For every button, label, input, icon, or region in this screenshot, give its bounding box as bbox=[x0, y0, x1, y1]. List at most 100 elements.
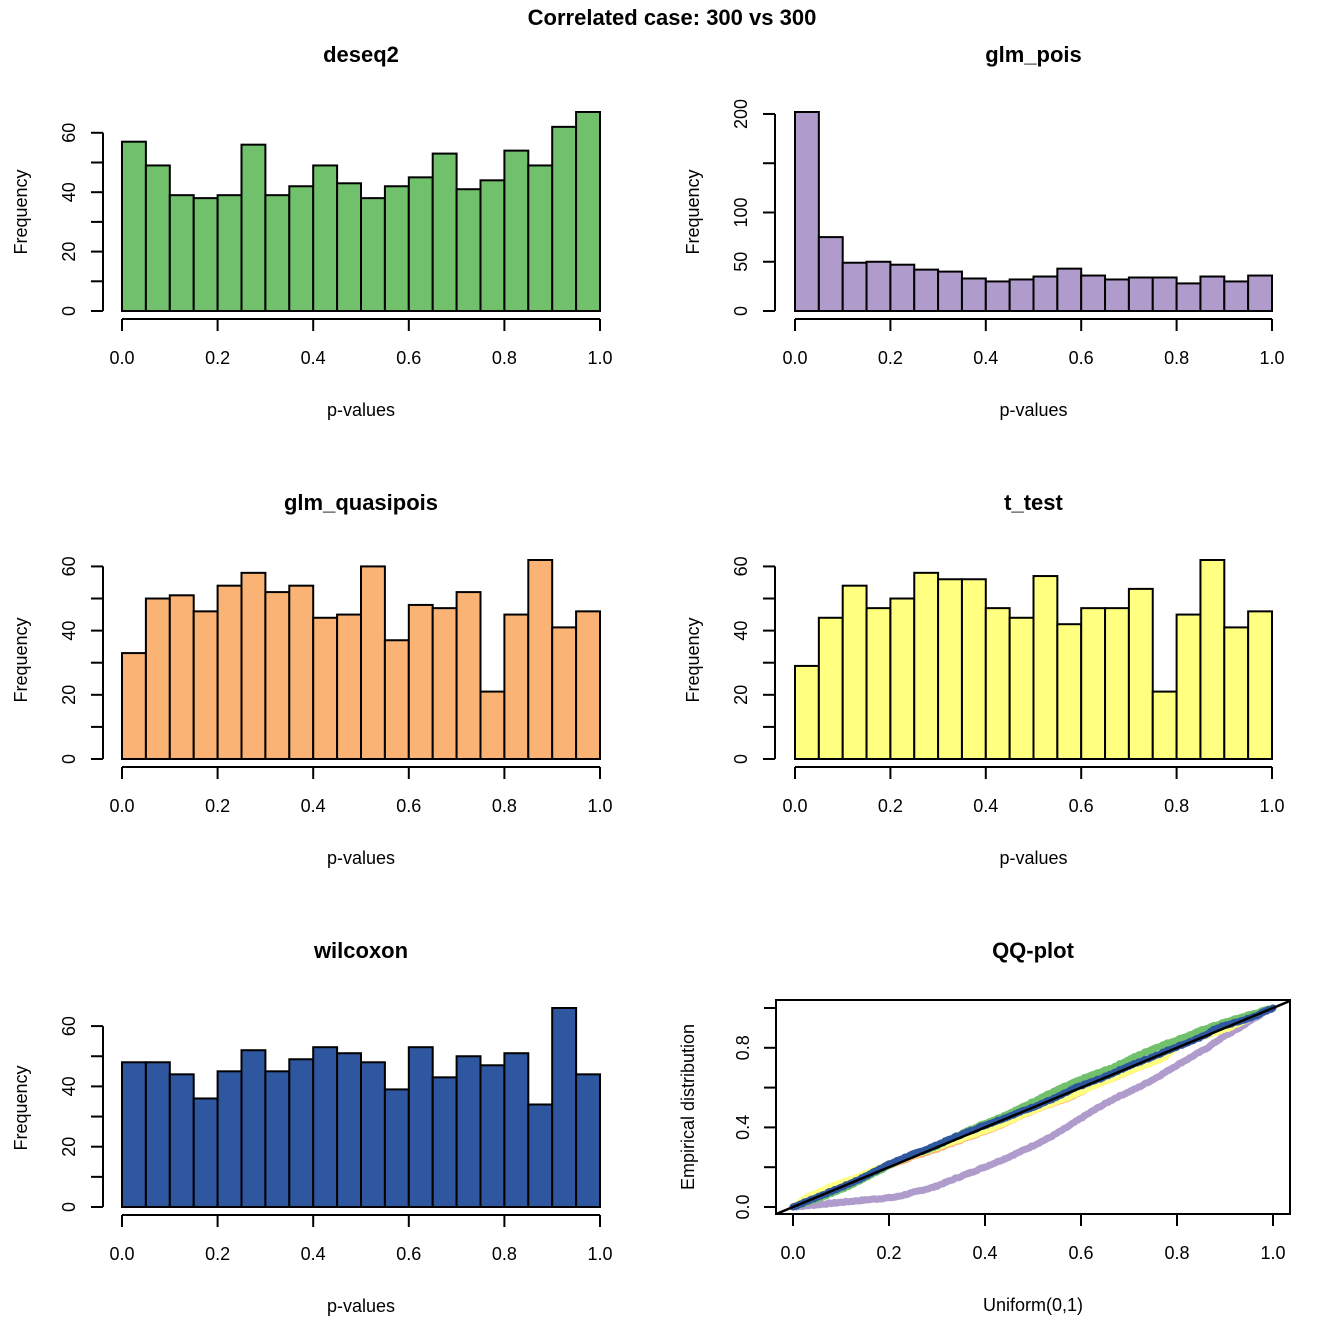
histogram-bar bbox=[1104, 278, 1130, 313]
panel-title: deseq2 bbox=[323, 42, 399, 67]
histogram-bar bbox=[121, 1061, 147, 1208]
histogram-bar bbox=[527, 1103, 554, 1209]
histogram-bar bbox=[288, 185, 315, 313]
histogram-bar bbox=[431, 152, 458, 312]
histogram-bar bbox=[336, 613, 363, 760]
x-tick-label: 0.6 bbox=[396, 796, 421, 816]
x-tick-label: 0.4 bbox=[301, 348, 326, 368]
x-tick-label: 0.0 bbox=[782, 796, 807, 816]
x-tick-label: 0.4 bbox=[301, 1244, 326, 1264]
y-tick-label: 0 bbox=[731, 306, 751, 316]
x-tick-label: 0.0 bbox=[109, 796, 134, 816]
y-tick-label: 0.4 bbox=[733, 1115, 753, 1140]
x-tick-label: 0.8 bbox=[1164, 1243, 1189, 1263]
x-tick-label: 0.8 bbox=[1164, 796, 1189, 816]
histogram-bar bbox=[431, 607, 458, 760]
histogram-bar bbox=[865, 607, 892, 760]
panel-glm_pois: glm_pois 0 50 100 200 Frequency 0.0 0.2 0.4 0.6 0.… bbox=[683, 42, 1285, 420]
y-axis-label: Frequency bbox=[11, 617, 31, 702]
y-axis-label: Empirical distribution bbox=[678, 1024, 698, 1190]
histogram-bar bbox=[527, 559, 554, 760]
histogram-bar bbox=[264, 1070, 291, 1209]
y-tick-label: 0.8 bbox=[733, 1035, 753, 1060]
x-tick-label: 1.0 bbox=[1259, 796, 1284, 816]
histogram-bar bbox=[360, 1061, 386, 1208]
x-tick-label: 0.0 bbox=[109, 348, 134, 368]
y-tick-label: 60 bbox=[59, 123, 79, 143]
histogram-bar bbox=[551, 125, 578, 312]
histogram-bar bbox=[1151, 276, 1178, 312]
y-axis-label: Frequency bbox=[11, 169, 31, 254]
x-tick-label: 0.4 bbox=[973, 348, 998, 368]
histogram-bar bbox=[192, 197, 219, 312]
histogram-bar bbox=[1127, 587, 1154, 760]
histogram-bar bbox=[216, 194, 243, 313]
figure-title: Correlated case: 300 vs 300 bbox=[528, 5, 817, 30]
histogram-bar bbox=[168, 194, 195, 313]
qq-curves bbox=[776, 1000, 1290, 1214]
histogram-bar bbox=[431, 1076, 458, 1209]
y-tick-label: 0 bbox=[59, 306, 79, 316]
histogram-bar bbox=[913, 268, 940, 312]
histogram-bar bbox=[1199, 275, 1226, 313]
histogram-bar bbox=[336, 182, 363, 312]
y-tick-label: 200 bbox=[731, 99, 751, 129]
histogram-bar bbox=[192, 610, 219, 761]
histogram-bar bbox=[479, 1064, 506, 1208]
x-tick-label: 0.4 bbox=[301, 796, 326, 816]
y-axis-label: Frequency bbox=[683, 169, 703, 254]
panel-glm_quasipois: glm_quasipois 0 20 40 60 Frequency 0.0 0.2 0.4 0.… bbox=[11, 490, 613, 868]
qq-series-glm_pois bbox=[789, 1004, 1277, 1211]
y-tick-label: 40 bbox=[59, 182, 79, 202]
histogram-bar bbox=[503, 613, 530, 760]
histogram-bar bbox=[1223, 280, 1250, 313]
histogram-bar bbox=[889, 597, 916, 760]
y-tick-label: 0 bbox=[59, 754, 79, 764]
histogram-bar bbox=[383, 639, 410, 761]
panel-title: glm_quasipois bbox=[284, 490, 438, 515]
x-tick-label: 0.6 bbox=[1068, 1243, 1093, 1263]
histogram-bar bbox=[1032, 575, 1059, 761]
x-tick-label: 1.0 bbox=[587, 1244, 612, 1264]
histogram-bar bbox=[1175, 282, 1202, 312]
x-tick-label: 1.0 bbox=[1260, 1243, 1285, 1263]
y-tick-label: 20 bbox=[59, 685, 79, 705]
x-tick-label: 0.2 bbox=[205, 348, 230, 368]
panel-title: glm_pois bbox=[985, 42, 1082, 67]
histogram-bar bbox=[455, 188, 482, 312]
histogram-bar bbox=[527, 164, 554, 312]
histogram-bar bbox=[889, 263, 916, 313]
x-axis-label: p-values bbox=[999, 400, 1067, 420]
histogram-bar bbox=[144, 597, 171, 760]
x-tick-label: 1.0 bbox=[587, 796, 612, 816]
histogram-bar bbox=[575, 111, 601, 312]
histogram-bar bbox=[575, 1073, 601, 1209]
y-tick-label: 20 bbox=[731, 685, 751, 705]
histogram-bar bbox=[551, 1007, 578, 1208]
y-tick-label: 20 bbox=[59, 242, 79, 262]
histogram-bar bbox=[144, 1061, 171, 1208]
x-tick-label: 0.8 bbox=[492, 1244, 517, 1264]
panel-deseq2: deseq2 0 20 40 60 Frequency 0.0 0.2 0.4 0.6 0.8 1.0… bbox=[11, 42, 613, 420]
x-tick-label: 0.0 bbox=[780, 1243, 805, 1263]
histogram-bar bbox=[1175, 613, 1202, 760]
histogram-bar bbox=[312, 616, 339, 760]
x-tick-label: 0.6 bbox=[396, 348, 421, 368]
histogram-bar bbox=[1199, 559, 1226, 760]
x-tick-label: 0.8 bbox=[1164, 348, 1189, 368]
x-tick-label: 0.2 bbox=[878, 796, 903, 816]
histogram-bar bbox=[1247, 274, 1274, 313]
x-axis-label: p-values bbox=[327, 1296, 395, 1316]
x-tick-label: 0.2 bbox=[205, 1244, 230, 1264]
x-tick-label: 0.6 bbox=[396, 1244, 421, 1264]
histogram-bar bbox=[383, 1088, 410, 1208]
histogram-bar bbox=[1080, 607, 1107, 760]
histogram-bar bbox=[360, 197, 386, 312]
histogram-bar bbox=[407, 1046, 434, 1209]
reference-line bbox=[776, 1000, 1290, 1214]
y-tick-label: 0 bbox=[59, 1202, 79, 1212]
histogram-bar bbox=[192, 1097, 219, 1209]
y-tick-label: 60 bbox=[59, 556, 79, 576]
histogram-bar bbox=[937, 578, 963, 760]
panel-qqplot: QQ-plot 0.0 0.4 0.8 Empirical distribution 0.… bbox=[678, 938, 1291, 1315]
